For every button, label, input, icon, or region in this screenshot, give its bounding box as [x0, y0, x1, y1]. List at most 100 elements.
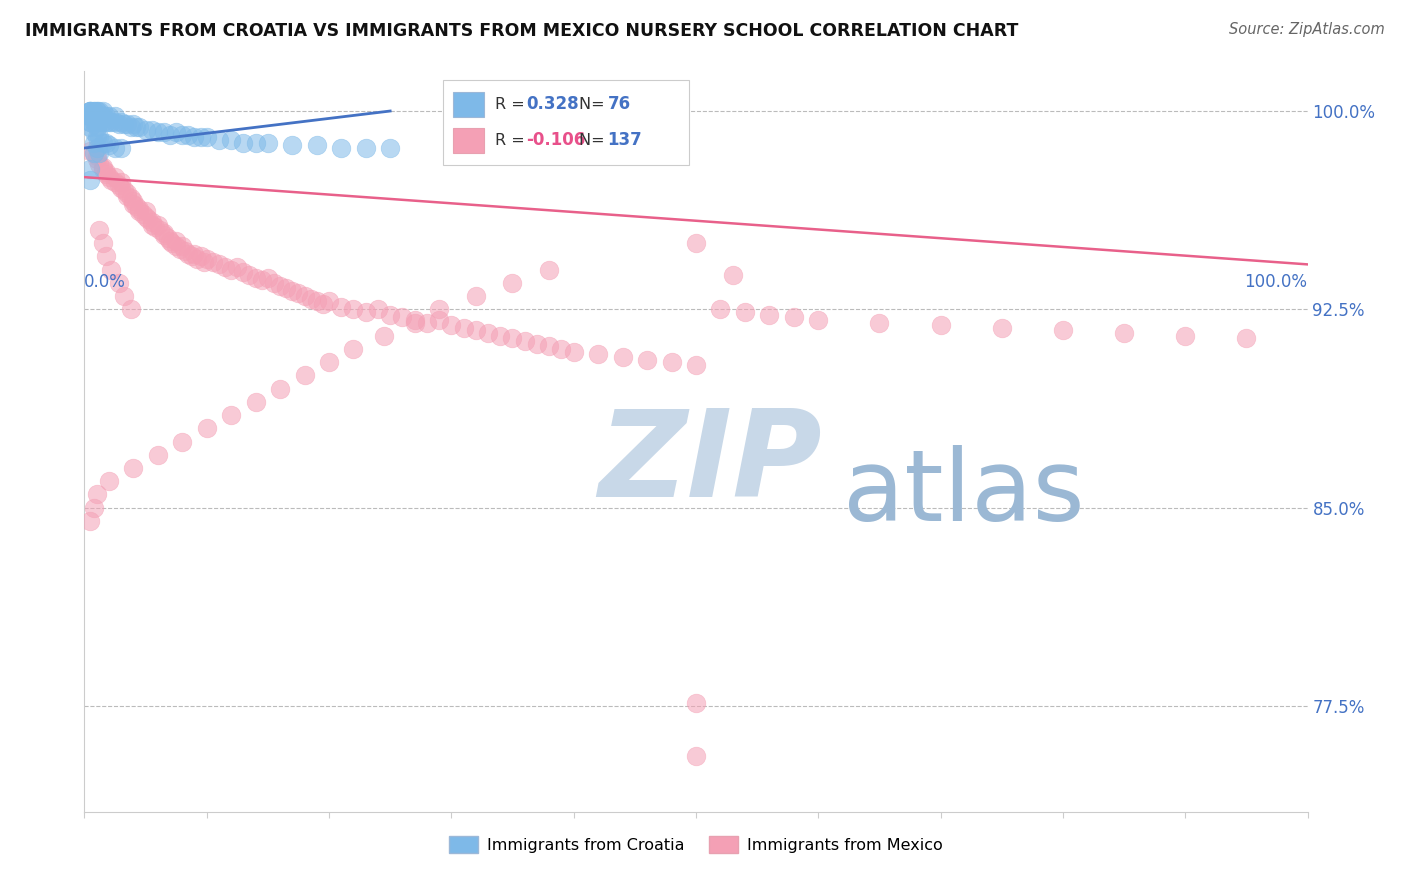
Point: [79, 103, 101, 118]
Point: [153, 226, 176, 240]
Point: [91, 109, 114, 123]
Point: [391, 310, 413, 325]
Point: [96, 114, 118, 128]
Point: [86, 149, 108, 163]
Point: [115, 117, 138, 131]
Point: [427, 313, 450, 327]
Point: [96, 109, 118, 123]
Point: [83, 146, 105, 161]
Point: [79, 114, 101, 128]
Point: [513, 334, 536, 348]
Point: [141, 122, 163, 136]
Point: [169, 242, 191, 256]
Point: [477, 326, 499, 340]
Point: [318, 355, 340, 369]
Point: [97, 114, 120, 128]
Point: [86, 130, 108, 145]
Point: [208, 133, 231, 147]
Point: [1114, 326, 1136, 340]
Point: [112, 289, 135, 303]
Point: [79, 109, 101, 123]
Point: [79, 120, 101, 134]
Text: 137: 137: [607, 131, 643, 149]
Point: [281, 138, 304, 153]
Point: [79, 103, 101, 118]
Point: [135, 204, 157, 219]
Point: [263, 276, 285, 290]
Point: [153, 228, 176, 243]
Text: atlas: atlas: [842, 445, 1084, 541]
Point: [232, 136, 254, 150]
Point: [1236, 331, 1258, 345]
Point: [373, 328, 395, 343]
Point: [83, 103, 105, 118]
Point: [87, 103, 110, 118]
Point: [219, 262, 242, 277]
Text: R =: R =: [495, 133, 530, 147]
Point: [245, 136, 267, 150]
Text: N=: N=: [579, 97, 610, 112]
Point: [276, 281, 298, 295]
Point: [96, 136, 118, 150]
Point: [87, 130, 110, 145]
Point: [709, 302, 731, 317]
Point: [128, 204, 150, 219]
Point: [173, 244, 195, 259]
Point: [132, 207, 155, 221]
Point: [177, 128, 200, 142]
Point: [104, 141, 127, 155]
Point: [112, 183, 135, 197]
Point: [97, 170, 120, 185]
Point: [190, 250, 212, 264]
Point: [79, 103, 101, 118]
Point: [79, 114, 101, 128]
Point: [201, 254, 224, 268]
Point: [489, 328, 512, 343]
Point: [79, 103, 101, 118]
Point: [305, 294, 328, 309]
Point: [87, 146, 110, 161]
Point: [186, 252, 208, 266]
Point: [440, 318, 463, 333]
Point: [991, 321, 1014, 335]
Point: [181, 250, 204, 264]
Point: [1174, 328, 1197, 343]
Point: [721, 268, 744, 282]
Point: [869, 316, 891, 330]
Point: [586, 347, 609, 361]
Point: [141, 218, 163, 232]
Legend: Immigrants from Croatia, Immigrants from Mexico: Immigrants from Croatia, Immigrants from…: [443, 830, 949, 859]
Point: [404, 316, 426, 330]
Text: ZIP: ZIP: [598, 405, 823, 522]
Text: IMMIGRANTS FROM CROATIA VS IMMIGRANTS FROM MEXICO NURSERY SCHOOL CORRELATION CHA: IMMIGRANTS FROM CROATIA VS IMMIGRANTS FR…: [25, 22, 1019, 40]
Point: [159, 128, 181, 142]
Point: [83, 103, 105, 118]
Point: [83, 500, 105, 515]
Point: [86, 152, 108, 166]
Text: 0.0%: 0.0%: [84, 274, 127, 292]
Point: [318, 294, 340, 309]
Point: [122, 196, 145, 211]
Point: [87, 114, 110, 128]
Point: [104, 114, 127, 128]
Point: [354, 141, 377, 155]
Point: [281, 284, 304, 298]
Point: [342, 342, 364, 356]
Point: [107, 276, 129, 290]
Point: [79, 514, 101, 528]
Point: [269, 278, 291, 293]
Point: [257, 136, 280, 150]
Point: [427, 302, 450, 317]
Point: [1052, 324, 1074, 338]
Text: 76: 76: [607, 95, 630, 113]
Point: [453, 321, 475, 335]
Point: [110, 180, 132, 194]
Point: [502, 331, 524, 345]
Point: [685, 236, 707, 251]
Point: [245, 270, 267, 285]
Point: [83, 109, 105, 123]
Point: [195, 252, 218, 266]
Point: [250, 273, 273, 287]
Point: [86, 109, 108, 123]
Point: [110, 175, 132, 190]
